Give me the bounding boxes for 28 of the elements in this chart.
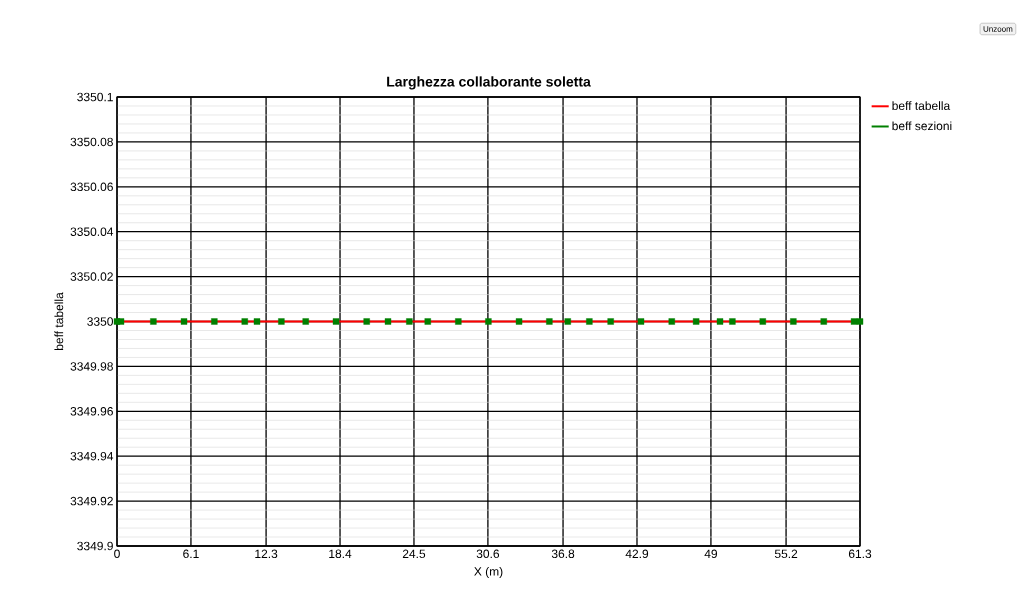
- x-tick-label: 12.3: [255, 549, 278, 559]
- x-tick-label: 49: [704, 549, 718, 559]
- y-tick-label: 3349.94: [70, 451, 114, 461]
- y-tick-label: 3350.02: [70, 272, 113, 281]
- text: Unzoom: [983, 26, 1013, 32]
- x-tick-label: 24.5: [402, 549, 426, 559]
- x-axis-title: X (m): [474, 566, 503, 579]
- x-tick-label: 0: [114, 549, 120, 559]
- x-tick-label: 30.6: [476, 549, 500, 559]
- y-tick-label: 3349.9: [77, 541, 113, 551]
- x-tick-label: 18.4: [329, 549, 352, 559]
- y-tick-label: 3350.04: [70, 227, 114, 236]
- x-tick-label: 61.3: [848, 549, 872, 559]
- legend-label: beff tabella: [892, 101, 951, 110]
- y-axis-title: beff tabella: [54, 292, 64, 350]
- x-tick-label: 36.8: [551, 549, 575, 559]
- y-tick-label: 3350: [87, 317, 113, 326]
- x-tick-label: 42.9: [625, 549, 649, 559]
- y-tick-label: 3350.06: [70, 182, 113, 192]
- x-tick-label: 6.1: [183, 549, 199, 559]
- x-tick-label: 55.2: [774, 549, 798, 559]
- y-tick-label: 3349.96: [70, 407, 113, 416]
- y-tick-label: 3349.92: [70, 496, 113, 506]
- y-tick-label: 3349.98: [70, 362, 113, 371]
- chart-title: Larghezza collaborante soletta: [387, 76, 591, 90]
- y-tick-label: 3350.08: [70, 137, 113, 147]
- y-tick-label: 3350.1: [77, 92, 113, 102]
- legend-label: beff sezioni: [892, 121, 952, 131]
